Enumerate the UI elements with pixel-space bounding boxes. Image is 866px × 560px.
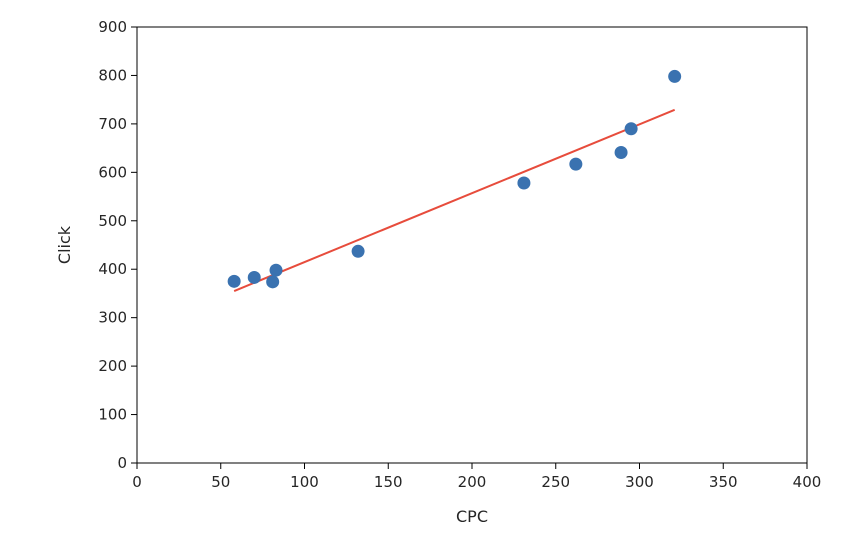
x-axis: 0 50 100 150 200 250 300 350 400 — [132, 463, 821, 491]
x-tick-label: 350 — [709, 473, 738, 491]
x-tick-label: 300 — [625, 473, 654, 491]
plot-frame — [136, 26, 808, 464]
scatter-point — [569, 157, 583, 171]
y-axis: 0 100 200 300 400 500 600 700 800 900 — [98, 18, 137, 472]
scatter-point — [614, 145, 628, 159]
y-tick-label: 300 — [98, 309, 127, 327]
x-axis-label: CPC — [456, 507, 488, 526]
y-tick-label: 500 — [98, 212, 127, 230]
y-tick-label: 100 — [98, 406, 127, 424]
y-tick-label: 0 — [117, 454, 127, 472]
regression-line — [233, 108, 676, 292]
scatter-point — [247, 270, 261, 284]
scatter-point — [227, 274, 241, 288]
x-tick-label: 150 — [374, 473, 403, 491]
y-tick-label: 800 — [98, 66, 127, 84]
y-tick-label: 200 — [98, 357, 127, 375]
y-axis-label: Click — [55, 225, 74, 264]
scatter-point — [351, 244, 365, 258]
x-tick-label: 100 — [290, 473, 319, 491]
scatter-point — [668, 69, 682, 83]
scatter-point — [269, 263, 283, 277]
plot-area — [136, 26, 808, 464]
y-tick-label: 600 — [98, 163, 127, 181]
scatter-point — [266, 275, 280, 289]
y-tick-label: 400 — [98, 260, 127, 278]
x-tick-label: 250 — [541, 473, 570, 491]
y-tick-label: 900 — [98, 18, 127, 36]
scatter-point — [624, 122, 638, 136]
marks-layer — [227, 69, 682, 292]
scatter-point — [517, 176, 531, 190]
x-tick-label: 200 — [458, 473, 487, 491]
x-tick-label: 0 — [132, 473, 142, 491]
x-tick-label: 400 — [793, 473, 822, 491]
y-tick-label: 700 — [98, 115, 127, 133]
x-tick-label: 50 — [211, 473, 230, 491]
